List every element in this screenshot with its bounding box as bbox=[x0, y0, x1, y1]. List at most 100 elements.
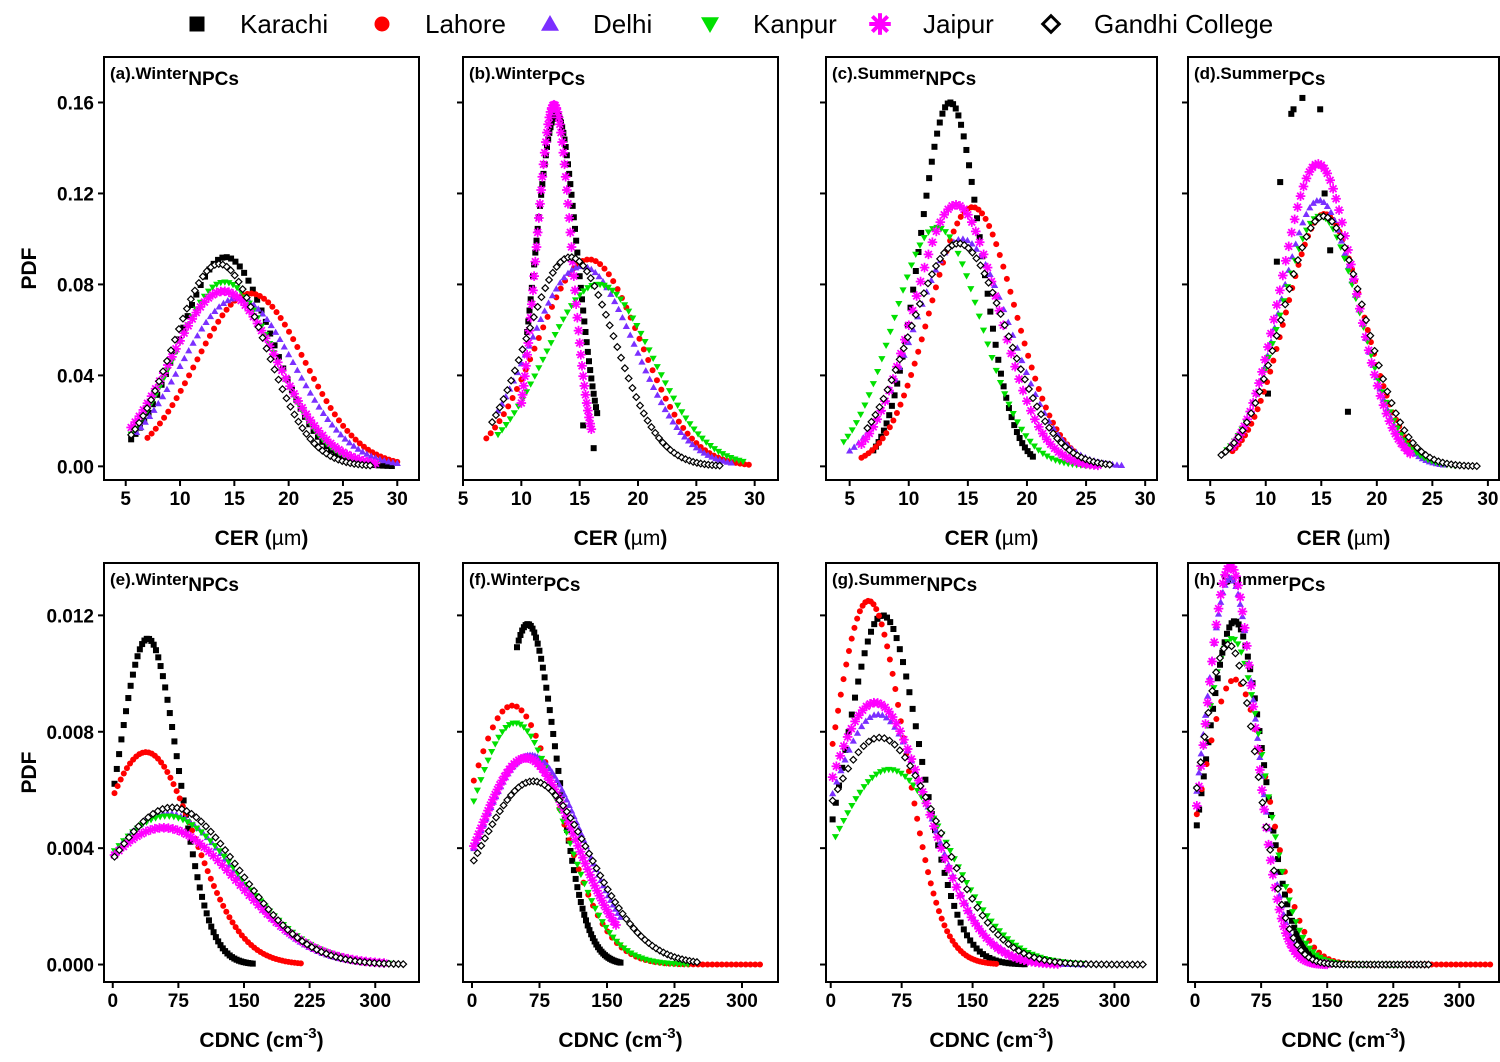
panel-title: (e).WinterNPCs bbox=[110, 570, 239, 596]
data-point-jaipur bbox=[305, 415, 316, 425]
data-point-karachi bbox=[166, 710, 173, 717]
data-point-gandhi-college bbox=[594, 290, 603, 300]
data-point-kanpur bbox=[1265, 794, 1273, 801]
data-point-kanpur bbox=[967, 286, 975, 293]
data-point-jaipur bbox=[1263, 342, 1273, 352]
data-point-gandhi-college bbox=[144, 813, 153, 822]
data-point-karachi bbox=[572, 875, 579, 882]
data-point-karachi bbox=[880, 612, 887, 619]
data-point-gandhi-college bbox=[643, 416, 652, 425]
data-point-karachi bbox=[617, 959, 624, 966]
data-point-kanpur bbox=[563, 309, 572, 316]
data-point-kanpur bbox=[674, 402, 682, 409]
data-point-lahore bbox=[1467, 961, 1474, 968]
data-point-lahore bbox=[344, 427, 351, 434]
data-point-lahore bbox=[614, 286, 621, 293]
data-point-lahore bbox=[540, 324, 547, 331]
data-point-jaipur bbox=[338, 447, 348, 458]
x-tick-label: 0 bbox=[107, 991, 118, 1012]
data-point-karachi bbox=[208, 923, 215, 930]
data-point-karachi bbox=[839, 764, 846, 771]
series-delhi bbox=[494, 262, 735, 466]
data-point-gandhi-college bbox=[1196, 758, 1205, 767]
data-point-jaipur bbox=[1257, 785, 1267, 795]
data-point-lahore bbox=[671, 411, 678, 418]
data-point-jaipur bbox=[1248, 701, 1259, 712]
data-point-kanpur bbox=[612, 291, 621, 299]
data-point-kanpur bbox=[1001, 391, 1009, 398]
data-point-gandhi-college bbox=[927, 270, 937, 279]
data-point-delhi bbox=[1236, 600, 1244, 607]
data-point-lahore bbox=[1021, 340, 1028, 347]
data-point-gandhi-college bbox=[240, 873, 249, 882]
data-point-kanpur bbox=[1268, 341, 1277, 348]
data-point-karachi bbox=[1279, 880, 1286, 887]
data-point-gandhi-college bbox=[1306, 223, 1315, 233]
data-point-gandhi-college bbox=[579, 261, 588, 270]
data-point-jaipur bbox=[1286, 227, 1297, 238]
data-point-delhi bbox=[704, 451, 712, 458]
data-point-karachi bbox=[1196, 806, 1203, 813]
data-point-gandhi-college bbox=[1269, 866, 1279, 875]
x-tick-label: 20 bbox=[278, 489, 299, 510]
panel-title: (a).WinterNPCs bbox=[110, 64, 239, 90]
data-point-kanpur bbox=[591, 905, 599, 913]
data-point-lahore bbox=[475, 762, 482, 769]
data-point-gandhi-college bbox=[1289, 269, 1298, 279]
data-point-karachi bbox=[205, 917, 212, 924]
data-point-delhi bbox=[878, 711, 886, 718]
data-point-lahore bbox=[575, 866, 582, 873]
data-point-lahore bbox=[504, 704, 511, 711]
data-point-lahore bbox=[210, 883, 217, 890]
data-point-delhi bbox=[363, 450, 371, 457]
data-point-jaipur bbox=[1233, 580, 1243, 591]
data-point-gandhi-college bbox=[988, 924, 998, 934]
data-point-karachi bbox=[995, 356, 1002, 363]
x-tick-label: 5 bbox=[1205, 489, 1216, 510]
data-point-kanpur bbox=[905, 777, 913, 785]
data-point-karachi bbox=[888, 402, 895, 409]
data-point-jaipur bbox=[577, 361, 587, 371]
data-point-karachi bbox=[920, 211, 927, 218]
data-point-jaipur bbox=[570, 285, 580, 296]
data-point-jaipur bbox=[951, 882, 962, 893]
data-point-jaipur bbox=[1283, 241, 1294, 252]
data-point-gandhi-college bbox=[1239, 678, 1248, 687]
data-point-karachi bbox=[203, 910, 210, 917]
data-point-karachi bbox=[999, 959, 1006, 966]
data-point-lahore bbox=[918, 336, 925, 343]
data-point-kanpur bbox=[1278, 869, 1286, 876]
data-point-lahore bbox=[302, 359, 309, 366]
data-point-gandhi-college bbox=[1310, 217, 1320, 226]
data-point-lahore bbox=[895, 701, 902, 708]
data-point-gandhi-college bbox=[182, 806, 191, 816]
series-gandhi-college bbox=[110, 803, 408, 969]
data-point-gandhi-college bbox=[1200, 732, 1209, 741]
data-point-jaipur bbox=[272, 357, 283, 368]
data-point-gandhi-college bbox=[891, 365, 900, 375]
data-point-gandhi-college bbox=[1353, 284, 1362, 294]
data-point-gandhi-college bbox=[1323, 213, 1332, 222]
data-point-karachi bbox=[534, 640, 541, 647]
data-point-karachi bbox=[332, 450, 339, 457]
data-point-karachi bbox=[891, 392, 898, 399]
data-point-karachi bbox=[145, 409, 152, 416]
data-point-karachi bbox=[531, 629, 538, 636]
data-point-gandhi-college bbox=[937, 828, 946, 838]
data-point-gandhi-college bbox=[150, 386, 160, 396]
data-point-karachi bbox=[986, 954, 993, 961]
data-point-karachi bbox=[928, 158, 935, 165]
data-point-delhi bbox=[727, 459, 735, 466]
data-point-delhi bbox=[657, 398, 665, 406]
data-point-lahore bbox=[1286, 887, 1293, 894]
data-point-karachi bbox=[555, 767, 562, 774]
x-tick-label: 20 bbox=[1016, 489, 1037, 510]
data-point-lahore bbox=[1482, 961, 1489, 968]
data-point-gandhi-college bbox=[984, 278, 993, 287]
data-point-kanpur bbox=[1251, 710, 1259, 718]
data-point-jaipur bbox=[145, 825, 156, 835]
data-point-gandhi-college bbox=[1028, 393, 1038, 403]
data-point-lahore bbox=[1193, 811, 1200, 818]
data-point-jaipur bbox=[528, 285, 538, 296]
